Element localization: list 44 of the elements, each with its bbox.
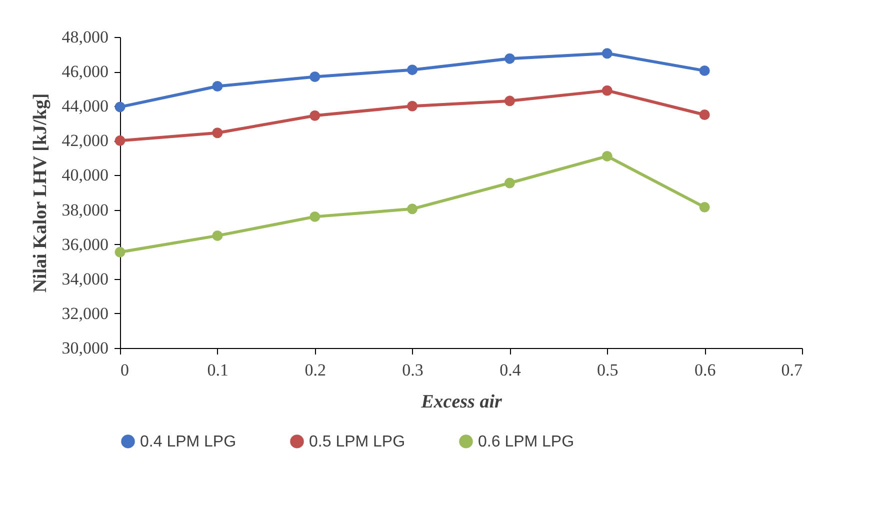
y-tick-label: 42,000 <box>62 131 108 150</box>
point <box>602 48 612 59</box>
point <box>407 204 418 214</box>
point <box>212 128 223 138</box>
x-tick-label: 0.7 <box>781 360 803 380</box>
x-axis-title: Excess air <box>420 392 502 412</box>
point <box>310 211 320 222</box>
point <box>310 72 320 82</box>
point <box>699 202 710 212</box>
y-tick-label: 30,000 <box>62 338 108 358</box>
x-tick-label: 0 <box>120 360 129 380</box>
legend-label: 0.4 LPM LPG <box>140 433 236 450</box>
point <box>504 53 515 64</box>
legend-label: 0.6 LPM LPG <box>478 433 574 450</box>
x-tick-label: 0.3 <box>402 360 424 380</box>
point <box>407 64 418 76</box>
point <box>212 230 223 241</box>
y-axis-title: Nilai Kalor LHV [kJ/kg] <box>30 93 51 293</box>
point <box>504 178 515 188</box>
point <box>310 110 320 121</box>
x-tick-label: 0.1 <box>207 360 229 380</box>
point <box>114 246 126 258</box>
point <box>504 96 515 106</box>
x-tick-label: 0.5 <box>597 360 618 380</box>
point <box>407 100 418 112</box>
point <box>699 65 710 76</box>
y-tick-label: 44,000 <box>62 96 108 116</box>
point <box>699 110 710 120</box>
x-tick-label: 0.4 <box>500 360 522 380</box>
x-tick-label: 0.6 <box>694 360 716 380</box>
y-tick-label: 38,000 <box>62 200 108 220</box>
legend-label: 0.5 LPM LPG <box>309 433 406 450</box>
point <box>602 85 612 96</box>
y-tick-label: 40,000 <box>62 166 108 185</box>
y-tick-label: 32,000 <box>62 304 108 323</box>
y-tick-label: 34,000 <box>62 269 108 288</box>
y-tick-label: 46,000 <box>62 62 108 82</box>
y-tick-label: 36,000 <box>62 234 108 254</box>
x-tick-label: 0.2 <box>304 360 326 380</box>
y-tick-label: 48,000 <box>62 28 108 46</box>
point <box>114 135 126 146</box>
point <box>114 102 126 112</box>
point <box>212 81 223 92</box>
point <box>602 150 612 162</box>
